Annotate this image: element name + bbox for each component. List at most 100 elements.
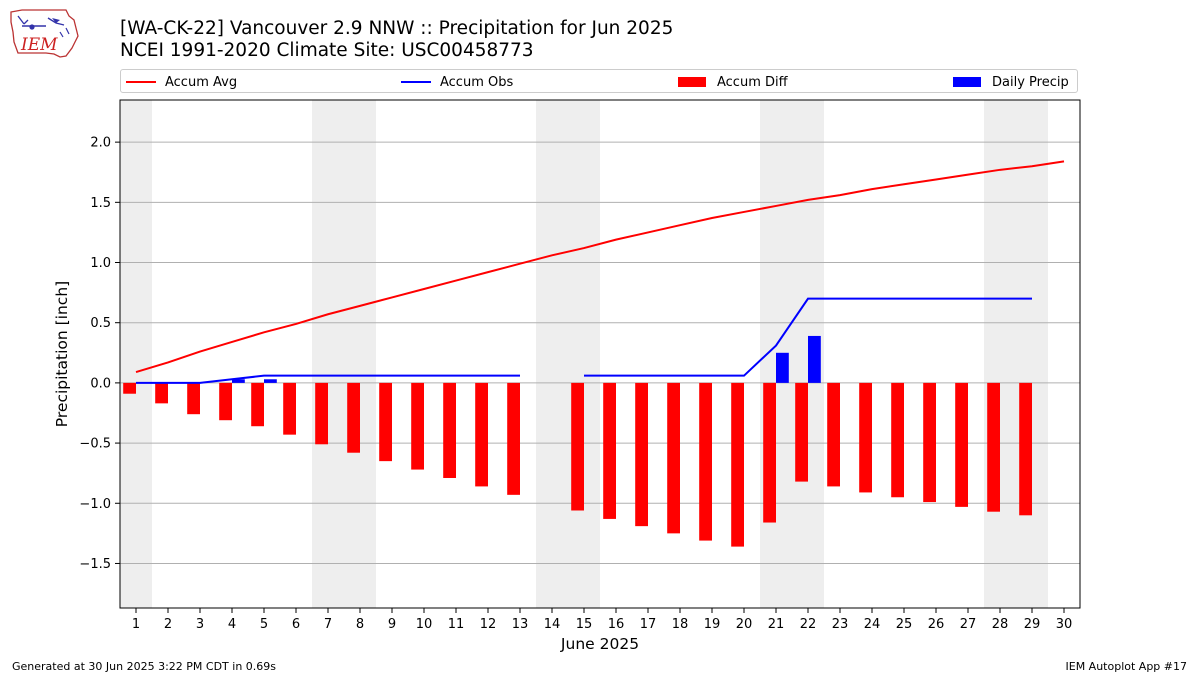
x-tick-label-8: 8	[356, 617, 364, 632]
accum-diff-bar-day-3	[187, 382, 200, 415]
accum-diff-bar-day-10	[411, 382, 424, 470]
legend-item-accum-avg: Accum Avg	[126, 73, 237, 91]
accum-obs-line-segment-2	[584, 297, 1032, 377]
y-tick-label-5: 1.0	[90, 256, 111, 271]
accum-diff-bar-day-9	[379, 382, 392, 462]
accum-diff-bar-day-18	[667, 382, 680, 534]
legend-item-accum-diff: Accum Diff	[678, 73, 788, 91]
accum-diff-bar-day-22	[795, 382, 808, 482]
accum-diff-bar-day-7	[315, 382, 328, 445]
x-tick-label-16: 16	[608, 617, 625, 632]
accum-diff-bar-day-2	[155, 382, 168, 404]
y-tick-label-2: −0.5	[79, 437, 111, 452]
x-tick-label-27: 27	[960, 617, 977, 632]
x-tick-label-20: 20	[736, 617, 753, 632]
x-tick-label-6: 6	[292, 617, 300, 632]
accum-diff-bar-day-16	[603, 382, 616, 519]
y-tick-label-3: 0.0	[90, 376, 111, 391]
accum-diff-bar-day-17	[635, 382, 648, 527]
x-tick-label-29: 29	[1024, 617, 1041, 632]
footer-app-label: IEM Autoplot App #17	[1065, 660, 1188, 673]
y-tick-label-7: 2.0	[90, 136, 111, 151]
accum-diff-bar-day-1	[123, 382, 136, 394]
accum-diff-bar-day-20	[731, 382, 744, 547]
x-tick-label-9: 9	[388, 617, 396, 632]
legend-swatch-accum-diff	[678, 77, 706, 87]
y-tick-label-0: −1.5	[79, 557, 111, 572]
legend-label-accum-diff: Accum Diff	[717, 74, 788, 90]
daily-precip-bar-day-22	[808, 335, 821, 383]
x-tick-label-30: 30	[1056, 617, 1073, 632]
legend-label-accum-obs: Accum Obs	[440, 74, 514, 90]
x-tick-label-14: 14	[544, 617, 561, 632]
x-tick-label-18: 18	[672, 617, 689, 632]
accum-diff-bar-day-19	[699, 382, 712, 541]
legend-label-accum-avg: Accum Avg	[165, 74, 238, 90]
x-tick-label-7: 7	[324, 617, 332, 632]
y-tick-label-6: 1.5	[90, 196, 111, 211]
accum-diff-bar-day-6	[283, 382, 296, 435]
legend: Accum Avg Accum Obs Accum Diff Daily Pre…	[120, 69, 1078, 93]
legend-swatch-accum-obs	[401, 81, 431, 83]
daily-precip-bar-day-21	[776, 352, 789, 383]
accum-diff-bar-day-26	[923, 382, 936, 503]
x-tick-label-19: 19	[704, 617, 721, 632]
legend-label-daily-precip: Daily Precip	[992, 74, 1069, 90]
weekend-shading-2	[312, 100, 376, 608]
x-tick-label-26: 26	[928, 617, 945, 632]
weekend-shading-3	[536, 100, 600, 608]
weekend-shading-5	[984, 100, 1048, 608]
x-tick-label-22: 22	[800, 617, 817, 632]
y-tick-label-1: −1.0	[79, 497, 111, 512]
accum-diff-bar-day-13	[507, 382, 520, 495]
x-axis-label: June 2025	[560, 635, 639, 653]
plot-frame	[119, 99, 1081, 609]
legend-item-daily-precip: Daily Precip	[953, 73, 1069, 91]
accum-diff-bar-day-24	[859, 382, 872, 493]
y-tick-label-4: 0.5	[90, 316, 111, 331]
x-tick-label-4: 4	[228, 617, 236, 632]
accum-diff-bar-day-15	[571, 382, 584, 511]
accum-diff-bar-day-11	[443, 382, 456, 478]
x-tick-label-10: 10	[416, 617, 433, 632]
daily-precip-bar-day-5	[264, 379, 277, 383]
chart-subtitle: NCEI 1991-2020 Climate Site: USC00458773	[120, 40, 534, 61]
accum-diff-bar-day-28	[987, 382, 1000, 512]
x-tick-label-5: 5	[260, 617, 268, 632]
x-tick-label-25: 25	[896, 617, 913, 632]
accum-diff-bar-day-4	[219, 382, 232, 421]
legend-swatch-accum-avg	[126, 81, 156, 83]
footer-generated-text: Generated at 30 Jun 2025 3:22 PM CDT in …	[12, 660, 277, 673]
x-tick-label-21: 21	[768, 617, 785, 632]
weekend-shading-1	[120, 100, 152, 608]
logo-text: IEM	[20, 35, 58, 55]
accum-diff-bar-day-12	[475, 382, 488, 487]
x-tick-label-15: 15	[576, 617, 593, 632]
accum-diff-bar-day-23	[827, 382, 840, 487]
accum-diff-bar-day-25	[891, 382, 904, 498]
chart-title: [WA-CK-22] Vancouver 2.9 NNW :: Precipit…	[120, 18, 674, 39]
accum-avg-line	[135, 160, 1065, 374]
accum-diff-bar-day-27	[955, 382, 968, 507]
y-axis-label: Precipitation [inch]	[53, 281, 71, 427]
daily-precip-bar-day-4	[232, 379, 245, 383]
x-tick-label-13: 13	[512, 617, 529, 632]
legend-item-accum-obs: Accum Obs	[401, 73, 513, 91]
x-tick-label-23: 23	[832, 617, 849, 632]
x-tick-label-28: 28	[992, 617, 1009, 632]
x-tick-label-24: 24	[864, 617, 881, 632]
accum-diff-bar-day-5	[251, 382, 264, 427]
x-tick-label-17: 17	[640, 617, 657, 632]
x-tick-label-11: 11	[448, 617, 465, 632]
accum-diff-bar-day-21	[763, 382, 776, 523]
x-tick-label-2: 2	[164, 617, 172, 632]
accum-diff-bar-day-8	[347, 382, 360, 453]
x-tick-label-3: 3	[196, 617, 204, 632]
legend-swatch-daily-precip	[953, 77, 981, 87]
iem-iowa-logo-icon: IEM	[10, 9, 79, 58]
accum-diff-bar-day-29	[1019, 382, 1032, 516]
x-tick-label-1: 1	[132, 617, 140, 632]
x-tick-label-12: 12	[480, 617, 497, 632]
accum-obs-line-segment-1	[136, 374, 520, 384]
